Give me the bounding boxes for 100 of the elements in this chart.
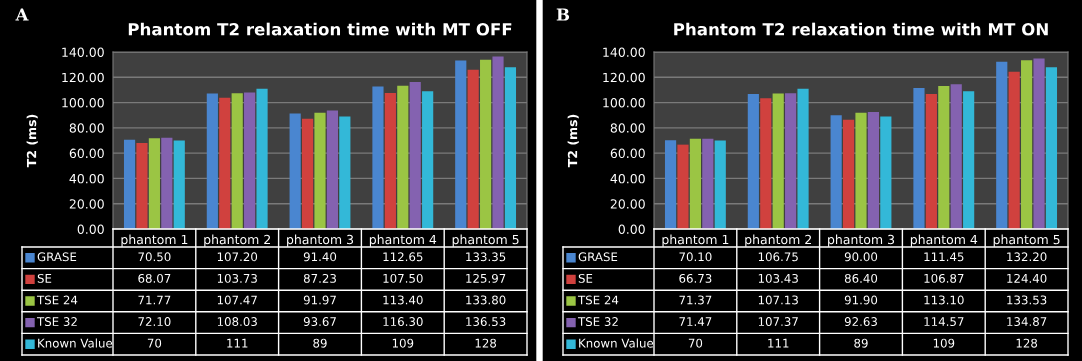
y-tick-label: 120.00 xyxy=(62,72,104,83)
y-tick-label: 0.00 xyxy=(618,224,645,234)
bar xyxy=(480,59,492,229)
data-label: 133.35 xyxy=(466,252,506,262)
bar xyxy=(372,86,384,229)
data-label: 109 xyxy=(392,338,414,348)
data-label: 71.47 xyxy=(679,317,712,326)
data-label: 107.13 xyxy=(758,295,798,305)
bar xyxy=(1021,60,1033,229)
y-axis-title: T2 (ms) xyxy=(26,114,38,168)
bar xyxy=(664,140,677,229)
bar xyxy=(339,116,351,229)
data-label: 89 xyxy=(854,338,868,348)
data-label: 106.75 xyxy=(758,252,798,262)
legend-label: TSE 32 xyxy=(36,317,77,327)
y-axis-title: T2 (ms) xyxy=(567,114,579,168)
x-tick-label: phantom 4 xyxy=(910,234,978,247)
bar xyxy=(714,140,726,229)
data-label: 112.65 xyxy=(383,252,423,262)
legend-label: TSE 24 xyxy=(577,295,619,305)
data-label: 136.53 xyxy=(466,317,506,327)
bar xyxy=(950,84,962,229)
bar xyxy=(785,93,797,229)
bar xyxy=(913,88,925,229)
y-tick-label: 100.00 xyxy=(603,98,645,108)
bar xyxy=(136,142,148,229)
bar xyxy=(256,88,268,229)
data-label: 116.30 xyxy=(383,317,423,327)
x-tick-label: phantom 5 xyxy=(452,234,519,247)
bar xyxy=(455,60,467,229)
legend-label: TSE 32 xyxy=(577,317,618,327)
data-label: 70 xyxy=(147,338,162,348)
bar xyxy=(855,112,867,229)
data-label: 128 xyxy=(475,338,497,348)
data-label: 128 xyxy=(1016,338,1038,348)
bar xyxy=(747,94,759,229)
x-tick-label: phantom 2 xyxy=(204,234,270,247)
bar xyxy=(244,92,256,229)
legend-label: Known Value xyxy=(38,338,113,348)
bar xyxy=(492,56,504,229)
y-tick-label: 20.00 xyxy=(69,199,104,209)
bar xyxy=(314,112,326,229)
data-label: 92.63 xyxy=(844,317,877,327)
data-label: 124.40 xyxy=(1007,273,1047,283)
data-label: 103.43 xyxy=(758,273,798,283)
text: A xyxy=(15,8,29,21)
y-tick-label: 0.00 xyxy=(77,224,104,234)
bar xyxy=(760,98,772,229)
chart-title: Phantom T2 relaxation time with MT ON xyxy=(674,22,1048,36)
legend-label: SE xyxy=(578,273,593,283)
bar xyxy=(148,138,160,229)
data-label: 86.40 xyxy=(844,273,878,283)
data-label: 114.57 xyxy=(924,317,964,327)
bar xyxy=(963,91,975,229)
bar xyxy=(689,138,701,229)
legend-label: GRASE xyxy=(37,252,77,262)
bar xyxy=(397,85,409,229)
data-label: 71.37 xyxy=(679,295,712,305)
bar xyxy=(422,91,434,229)
data-label: 70.50 xyxy=(138,252,171,262)
bar xyxy=(219,97,231,229)
y-tick-label: 40.00 xyxy=(69,173,104,184)
bar xyxy=(925,93,937,229)
data-label: 70 xyxy=(688,338,703,348)
bar xyxy=(206,93,218,229)
x-tick-label: phantom 2 xyxy=(745,234,811,247)
bar xyxy=(1045,67,1058,229)
y-tick-label: 40.00 xyxy=(610,173,645,184)
x-tick-label: phantom 4 xyxy=(369,234,437,247)
data-label: 133.53 xyxy=(1007,295,1047,305)
y-tick-label: 80.00 xyxy=(610,123,645,133)
bar xyxy=(301,118,314,229)
y-tick-label: 60.00 xyxy=(69,148,104,159)
data-label: 91.90 xyxy=(844,295,878,305)
bar xyxy=(161,137,173,229)
data-label: 111 xyxy=(768,338,789,348)
data-label: 109 xyxy=(933,338,955,348)
data-label: 93.67 xyxy=(303,317,336,327)
data-label: 107.50 xyxy=(383,273,423,283)
bar xyxy=(409,81,421,229)
data-label: 125.97 xyxy=(466,273,506,283)
y-tick-label: 60.00 xyxy=(610,148,645,159)
data-label: 90.00 xyxy=(844,252,878,262)
data-label: 71.77 xyxy=(138,295,171,305)
bar xyxy=(797,88,809,229)
data-label: 133.80 xyxy=(466,295,506,305)
data-label: 106.87 xyxy=(924,273,964,283)
x-tick-label: phantom 1 xyxy=(121,234,188,247)
data-label: 72.10 xyxy=(138,317,171,327)
data-label: 91.40 xyxy=(303,252,337,262)
text: B xyxy=(556,8,570,21)
data-label: 89 xyxy=(313,338,327,348)
bar xyxy=(702,138,714,229)
data-label: 111.45 xyxy=(924,252,964,262)
x-tick-label: phantom 3 xyxy=(828,234,895,247)
bar xyxy=(867,111,880,229)
data-label: 113.10 xyxy=(924,295,964,305)
bar xyxy=(830,115,842,229)
bar xyxy=(996,61,1008,229)
data-label: 87.23 xyxy=(303,273,336,283)
